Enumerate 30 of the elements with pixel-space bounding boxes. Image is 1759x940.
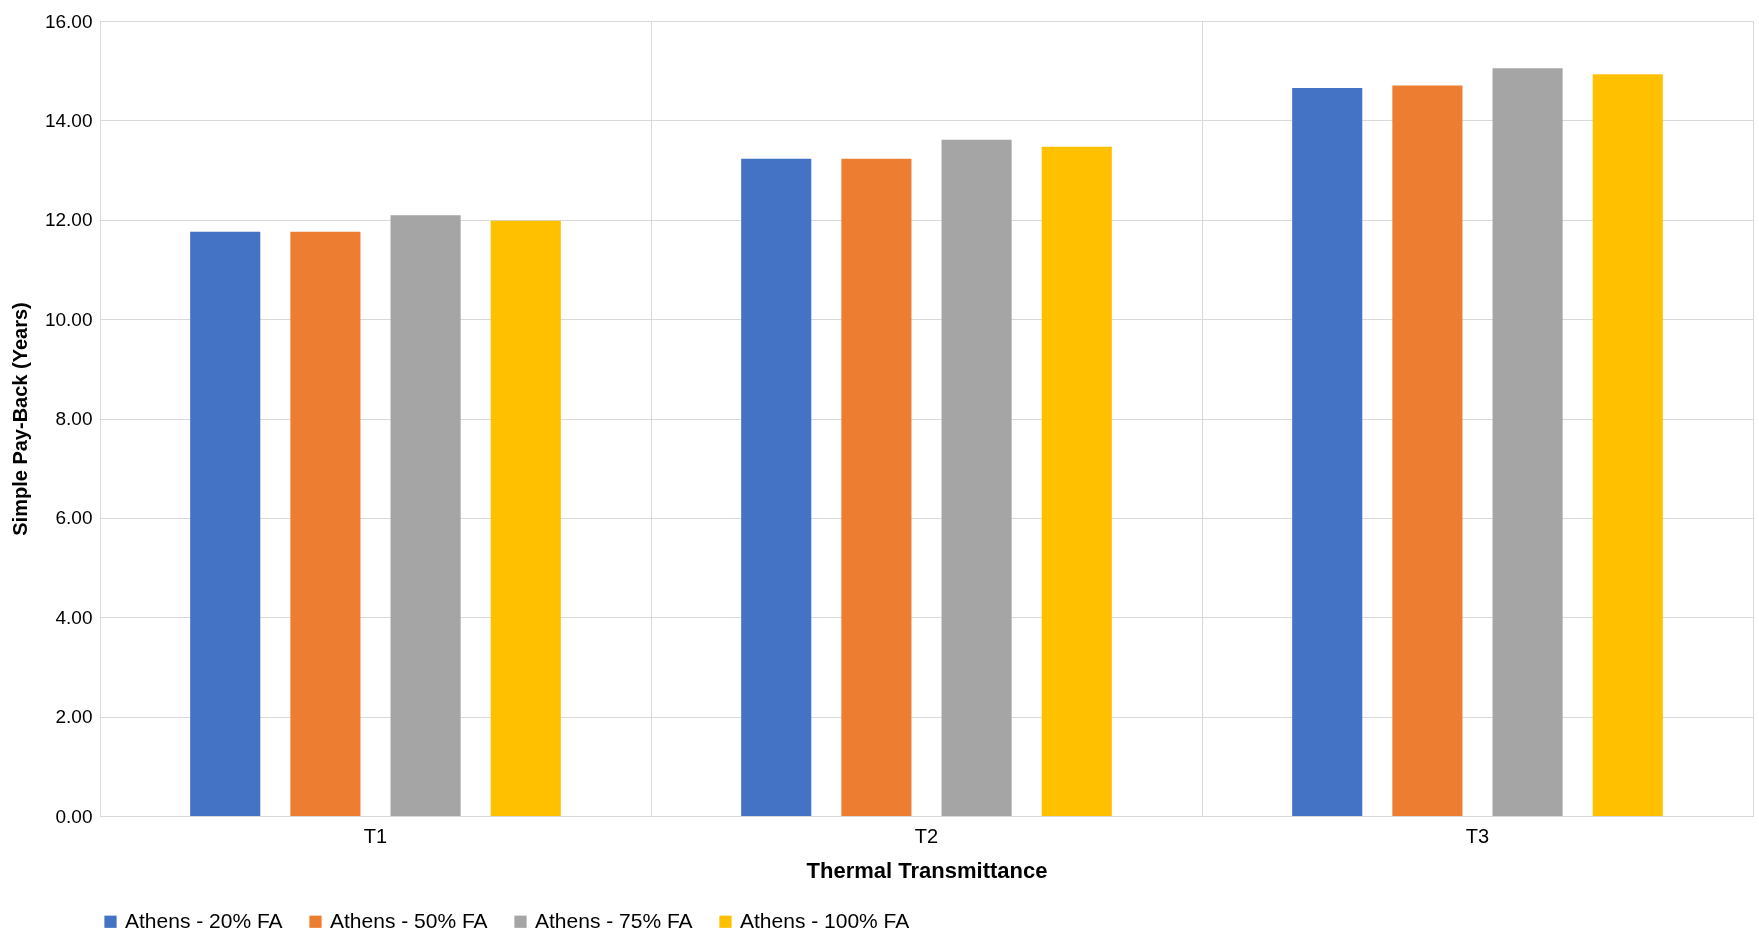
bar <box>841 158 912 816</box>
legend-label: Athens - 50% FA <box>330 908 488 932</box>
bar <box>741 158 812 816</box>
x-axis-title: Thermal Transmittance <box>806 857 1048 883</box>
bar <box>190 231 261 816</box>
bar <box>1041 146 1112 816</box>
y-tick-label: 16.00 <box>44 10 93 32</box>
bar <box>1492 68 1563 816</box>
legend-label: Athens - 100% FA <box>740 908 910 932</box>
y-tick-label: 12.00 <box>44 209 93 231</box>
y-tick-label: 6.00 <box>55 507 93 529</box>
x-tick-label: T2 <box>914 824 939 847</box>
legend-label: Athens - 20% FA <box>125 908 283 932</box>
y-tick-label: 2.00 <box>55 706 93 728</box>
bar <box>390 215 461 816</box>
bar <box>490 220 561 816</box>
x-tick-label: T1 <box>363 824 388 847</box>
bar <box>1292 88 1363 816</box>
y-tick-label: 0.00 <box>55 805 93 827</box>
bar <box>941 139 1012 816</box>
x-tick-label: T3 <box>1465 824 1490 847</box>
legend-label: Athens - 75% FA <box>535 908 693 932</box>
bar <box>1592 74 1663 816</box>
y-tick-label: 14.00 <box>44 109 93 131</box>
y-tick-label: 4.00 <box>55 606 93 628</box>
y-tick-label: 10.00 <box>44 308 93 330</box>
y-axis-title: Simple Pay-Back (Years) <box>8 302 31 536</box>
bar <box>1392 85 1463 816</box>
y-tick-label: 8.00 <box>55 408 93 429</box>
bar <box>290 231 361 816</box>
